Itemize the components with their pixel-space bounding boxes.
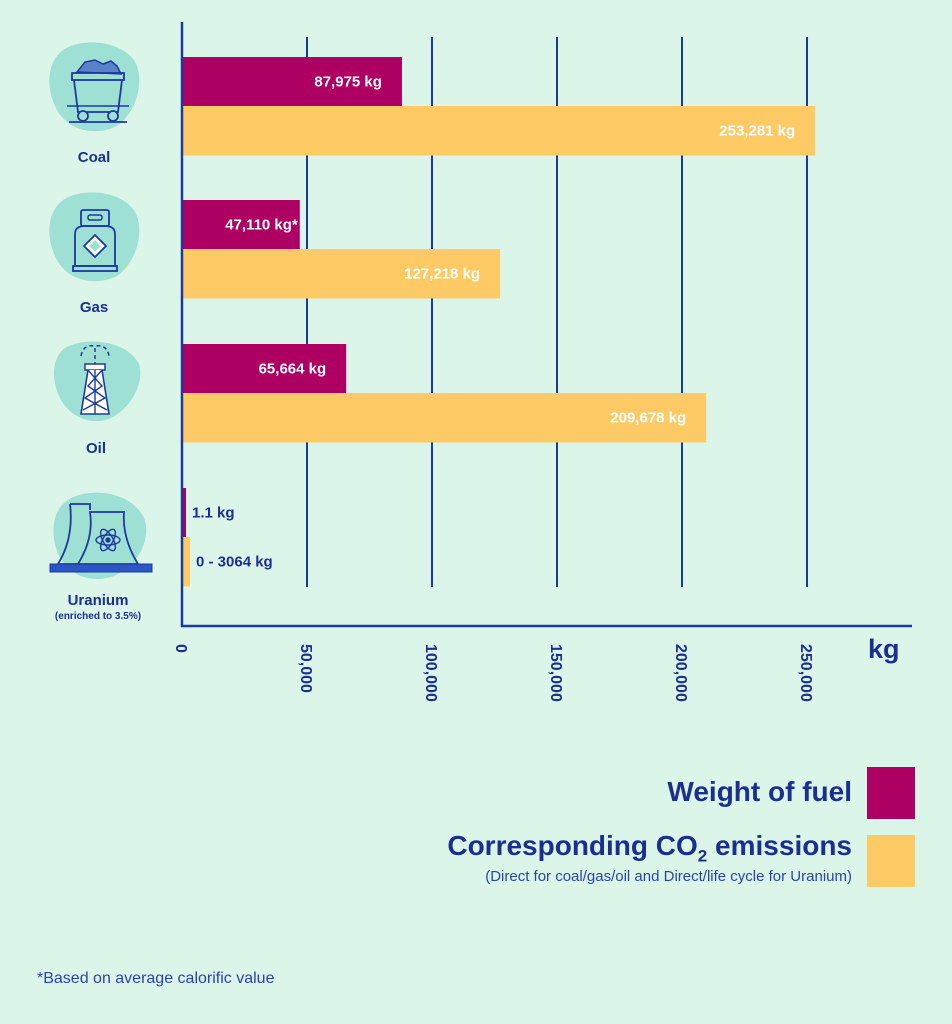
legend-label-co2-main: Corresponding CO (447, 830, 698, 861)
oil-derrick-icon (53, 341, 141, 422)
x-tick-label: 100,000 (422, 644, 439, 702)
x-tick-label: 0 (172, 644, 189, 653)
gas-cylinder-icon (49, 192, 140, 282)
bar-gas-weight (182, 200, 300, 250)
mine-cart-icon (49, 42, 140, 132)
legend-label-weight: Weight of fuel (667, 776, 852, 807)
legend-label-co2-sub: 2 (697, 846, 708, 866)
bar-value-label: 253,281 kg (719, 123, 795, 140)
bar-value-label: 0 - 3064 kg (196, 554, 273, 571)
bar-chart: 87,975 kg 47,110 kg* 65,664 kg 1.1 kg 253,28… (172, 22, 912, 702)
bar-value-label: 65,664 kg (259, 361, 327, 378)
legend-entry-weight: Weight of fuel (667, 776, 852, 808)
legend-swatch-weight (867, 767, 915, 819)
x-tick-label: 150,000 (547, 644, 564, 702)
bar-uranium-weight (182, 488, 186, 538)
legend-swatch-co2 (867, 835, 915, 887)
legend-label-co2-tail: emissions (707, 830, 852, 861)
bar-value-label: 47,110 kg* (225, 217, 298, 234)
category-icon-oil-blob (45, 334, 145, 430)
bar-value-label: 127,218 kg (404, 266, 480, 283)
x-tick-label: 50,000 (297, 644, 314, 693)
category-label-gas: Gas (79, 299, 109, 316)
axes (180, 22, 912, 628)
nuclear-plant-icon (49, 492, 153, 580)
bar-uranium-co2 (182, 537, 190, 587)
category-label-oil: Oil (85, 440, 106, 457)
category-icon-coal-blob (45, 40, 145, 136)
category-label-coal: Coal (77, 149, 111, 166)
bars: 87,975 kg 47,110 kg* 65,664 kg 1.1 kg 253,28… (182, 57, 816, 587)
category-label-uranium: Uranium (67, 592, 129, 609)
bar-coal-co2 (182, 106, 816, 156)
bar-oil-weight (182, 344, 347, 394)
footnote: *Based on average calorific value (37, 970, 275, 987)
bar-value-label: 209,678 kg (610, 410, 686, 427)
x-tick-label: 200,000 (672, 644, 689, 702)
bar-value-label: 87,975 kg (314, 74, 382, 91)
legend-entry-co2: Corresponding CO2 emissions (447, 830, 852, 867)
bar-value-label: 1.1 kg (192, 505, 235, 522)
legend-note-co2: (Direct for coal/gas/oil and Direct/life… (485, 868, 852, 885)
category-sublabel-uranium: (enriched to 3.5%) (54, 611, 142, 622)
bar-oil-co2 (182, 393, 707, 443)
bar-gas-co2 (182, 249, 501, 299)
x-tick-label: 250,000 (797, 644, 814, 702)
category-icon-uranium-blob (48, 488, 153, 584)
tick-labels: 0 50,000 100,000 150,000 200,000 250,000 (172, 644, 814, 702)
bar-coal-weight (182, 57, 402, 107)
x-axis-unit-label: kg (868, 634, 900, 664)
category-icon-gas-blob (45, 190, 145, 286)
